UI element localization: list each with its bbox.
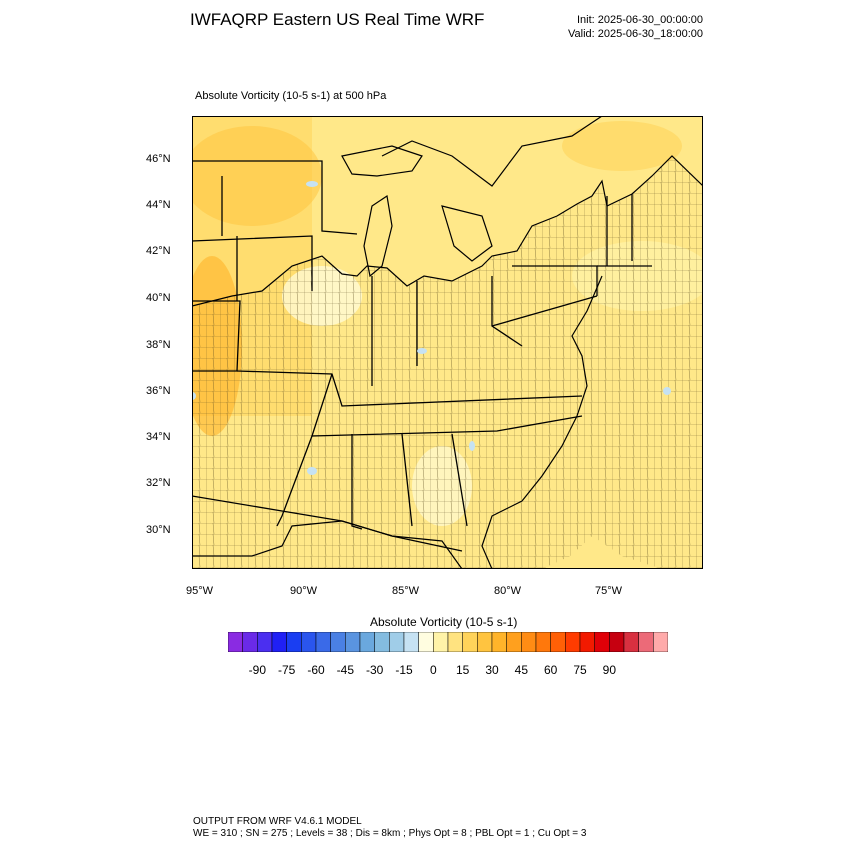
lon-tick: 95°W	[186, 585, 214, 597]
plot-title: IWFAQRP Eastern US Real Time WRF	[190, 10, 485, 29]
colorbar-swatch	[550, 632, 566, 652]
colorbar-swatch	[638, 632, 654, 652]
colorbar-label: 75	[573, 663, 587, 677]
lon-tick: 85°W	[392, 585, 420, 597]
lon-tick: 80°W	[494, 585, 522, 597]
colorbar-swatch	[462, 632, 478, 652]
vorticity-max-northwest	[192, 126, 322, 226]
colorbar-swatch	[477, 632, 493, 652]
colorbar-swatch	[271, 632, 287, 652]
colorbar-label: 15	[455, 663, 470, 677]
colorbar-swatch	[579, 632, 595, 652]
colorbar-swatch	[433, 632, 449, 652]
colorbar	[228, 632, 668, 652]
colorbar-label: -60	[307, 663, 325, 677]
colorbar-label: 0	[429, 663, 437, 677]
lon-tick: 90°W	[290, 585, 318, 597]
init-time: Init: 2025-06-30_00:00:00	[577, 14, 703, 26]
colorbar-swatch	[374, 632, 390, 652]
colorbar-swatch	[242, 632, 258, 652]
colorbar-label: 30	[485, 663, 499, 677]
colorbar-swatch	[653, 632, 668, 652]
colorbar-swatch	[418, 632, 434, 652]
colorbar-swatch	[330, 632, 346, 652]
small-lakes	[192, 181, 671, 475]
lat-tick: 40°N	[146, 292, 171, 304]
lake-superior	[342, 146, 422, 176]
colorbar-swatch	[535, 632, 551, 652]
colorbar-label: 90	[602, 663, 616, 677]
colorbar-label: -15	[395, 663, 413, 677]
lake-huron	[442, 206, 492, 261]
colorbar-label: -45	[336, 663, 354, 677]
colorbar-title: Absolute Vorticity (10-5 s-1)	[370, 615, 518, 629]
lat-tick: 30°N	[146, 524, 171, 536]
lon-tick: 75°W	[595, 585, 623, 597]
colorbar-swatch	[345, 632, 361, 652]
colorbar-swatch	[565, 632, 581, 652]
colorbar-swatch	[609, 632, 625, 652]
colorbar-swatch	[623, 632, 639, 652]
vorticity-field-north	[562, 121, 682, 171]
colorbar-swatch	[594, 632, 610, 652]
colorbar-label: -30	[365, 663, 384, 677]
colorbar-swatch	[257, 632, 273, 652]
colorbar-swatch	[491, 632, 507, 652]
lat-tick: 46°N	[146, 153, 171, 165]
colorbar-label: 45	[514, 663, 528, 677]
field-subtitle: Absolute Vorticity (10-5 s-1) at 500 hPa	[195, 90, 387, 102]
colorbar-swatch	[301, 632, 317, 652]
colorbar-swatch	[447, 632, 463, 652]
colorbar-swatch	[359, 632, 375, 652]
colorbar-swatch	[228, 632, 243, 652]
colorbar-swatch	[506, 632, 522, 652]
colorbar-label: -75	[277, 663, 296, 677]
vorticity-map	[192, 116, 703, 569]
map-frame	[192, 116, 703, 569]
colorbar-swatch	[286, 632, 302, 652]
valid-time: Valid: 2025-06-30_18:00:00	[568, 28, 703, 40]
footer-model: OUTPUT FROM WRF V4.6.1 MODEL	[193, 816, 362, 827]
footer-config: WE = 310 ; SN = 275 ; Levels = 38 ; Dis …	[193, 828, 587, 839]
lat-tick: 42°N	[146, 245, 171, 257]
lake-michigan	[364, 196, 392, 276]
lat-tick: 34°N	[146, 431, 171, 443]
colorbar-swatch	[315, 632, 331, 652]
lat-tick: 38°N	[146, 339, 171, 351]
lat-tick: 44°N	[146, 199, 171, 211]
lat-tick: 32°N	[146, 477, 171, 489]
colorbar-label: -90	[248, 663, 266, 677]
colorbar-swatch	[403, 632, 419, 652]
colorbar-swatch	[389, 632, 405, 652]
colorbar-label: 60	[543, 663, 558, 677]
colorbar-swatch	[521, 632, 537, 652]
lat-tick: 36°N	[146, 385, 171, 397]
coastlines	[192, 116, 703, 569]
